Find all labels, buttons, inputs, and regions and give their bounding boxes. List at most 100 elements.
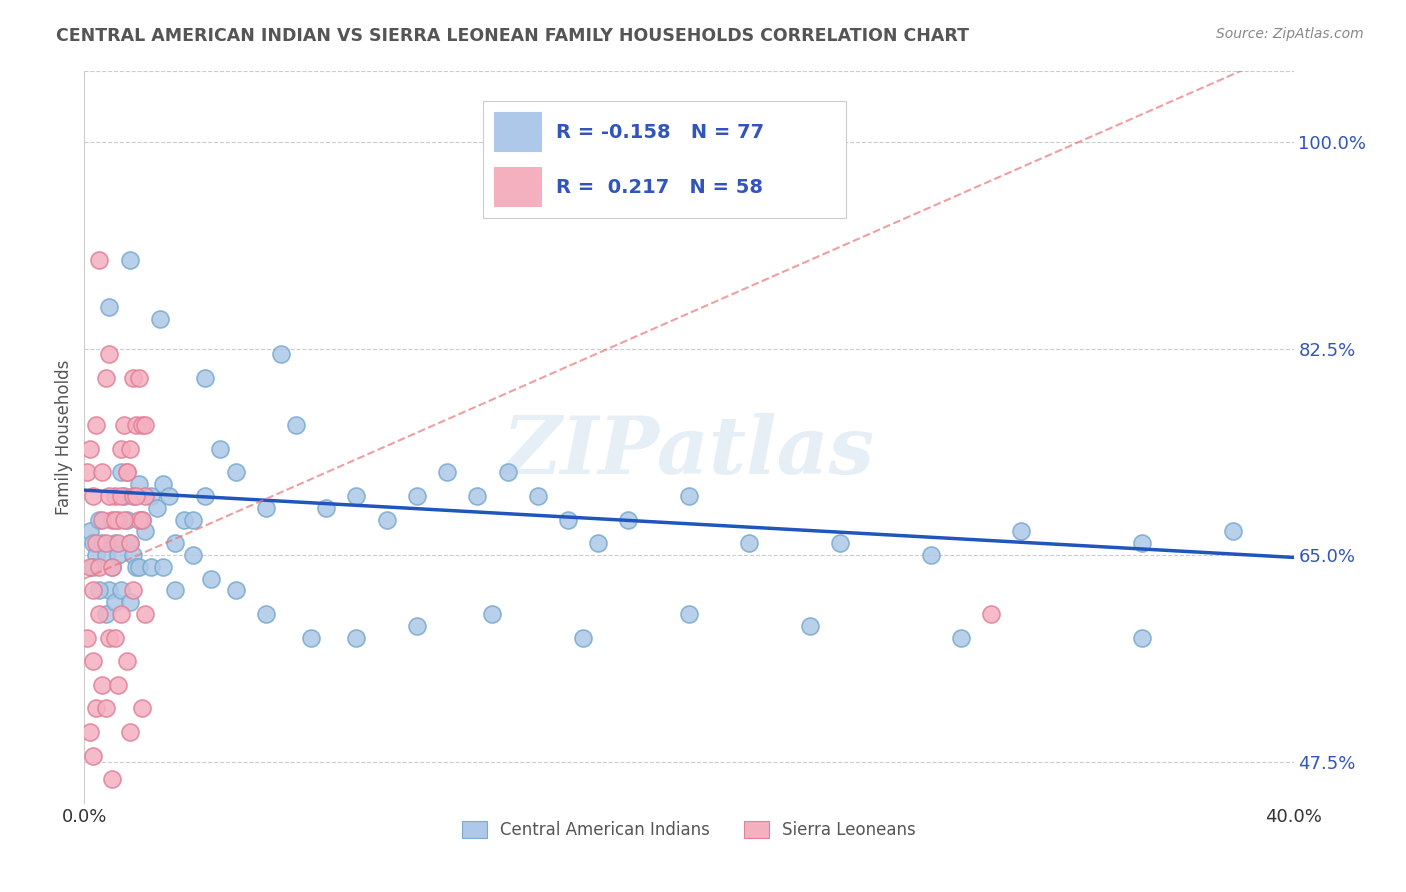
Point (799, 619, 821, 633)
Point (165, 583, 187, 598)
Text: ZIPatlas: ZIPatlas (503, 413, 875, 491)
Point (94, 536, 117, 550)
Point (79, 725, 101, 739)
Point (254, 500, 277, 515)
Point (82, 559, 104, 574)
Point (481, 607, 503, 621)
Point (115, 466, 138, 480)
Point (91, 678, 114, 692)
Point (128, 371, 150, 385)
Point (678, 607, 700, 621)
Point (89, 513, 111, 527)
Point (91, 536, 114, 550)
Point (110, 583, 132, 598)
Point (110, 607, 132, 621)
Point (112, 418, 135, 433)
Point (165, 536, 187, 550)
Point (94, 371, 117, 385)
Point (112, 513, 135, 527)
Point (146, 500, 169, 515)
Point (79, 559, 101, 574)
Point (86, 701, 108, 715)
Point (194, 371, 217, 385)
Point (97, 583, 120, 598)
Point (157, 489, 180, 503)
Point (315, 500, 337, 515)
Point (94, 701, 117, 715)
Point (121, 548, 143, 562)
Point (467, 489, 489, 503)
Point (225, 466, 247, 480)
Point (110, 466, 132, 480)
Point (134, 607, 156, 621)
Point (194, 489, 217, 503)
Point (110, 442, 132, 456)
Point (225, 583, 247, 598)
Point (118, 253, 141, 268)
Point (118, 536, 141, 550)
Point (125, 559, 148, 574)
Point (346, 631, 368, 645)
Point (76, 631, 98, 645)
Point (134, 524, 156, 539)
Point (100, 559, 122, 574)
Point (131, 513, 153, 527)
Text: Source: ZipAtlas.com: Source: ZipAtlas.com (1216, 27, 1364, 41)
Point (91, 513, 114, 527)
Point (1222, 524, 1244, 539)
Point (1130, 631, 1153, 645)
Point (107, 513, 129, 527)
Point (118, 595, 141, 609)
Point (678, 489, 700, 503)
Point (107, 536, 129, 550)
Point (118, 536, 141, 550)
Point (152, 559, 174, 574)
Point (104, 631, 127, 645)
Point (121, 489, 143, 503)
Point (131, 418, 153, 433)
Point (617, 513, 640, 527)
Point (118, 442, 141, 456)
Point (181, 548, 204, 562)
Point (100, 559, 122, 574)
Point (299, 631, 322, 645)
Point (97, 347, 120, 361)
Point (436, 466, 458, 480)
Point (104, 489, 127, 503)
Point (82, 583, 104, 598)
Point (128, 559, 150, 574)
Point (1130, 536, 1153, 550)
Point (121, 371, 143, 385)
Y-axis label: Family Households: Family Households (55, 359, 73, 515)
Point (104, 536, 127, 550)
Point (115, 654, 138, 668)
Point (79, 524, 101, 539)
Point (254, 607, 277, 621)
Point (128, 477, 150, 491)
Point (86, 536, 108, 550)
Point (97, 489, 120, 503)
Point (173, 513, 195, 527)
Point (79, 442, 101, 456)
Point (131, 701, 153, 715)
Point (86, 548, 108, 562)
Point (104, 595, 127, 609)
Point (104, 513, 127, 527)
Point (200, 572, 222, 586)
Point (980, 607, 1002, 621)
Point (738, 536, 761, 550)
Text: CENTRAL AMERICAN INDIAN VS SIERRA LEONEAN FAMILY HOUSEHOLDS CORRELATION CHART: CENTRAL AMERICAN INDIAN VS SIERRA LEONEA… (56, 27, 969, 45)
Point (270, 347, 292, 361)
Point (82, 748, 104, 763)
Point (128, 513, 150, 527)
Point (1011, 524, 1033, 539)
Point (76, 466, 98, 480)
Point (139, 489, 162, 503)
Point (107, 678, 129, 692)
Point (346, 489, 368, 503)
Point (100, 772, 122, 787)
Point (89, 607, 111, 621)
Point (285, 418, 308, 433)
Point (94, 548, 117, 562)
Point (134, 489, 156, 503)
